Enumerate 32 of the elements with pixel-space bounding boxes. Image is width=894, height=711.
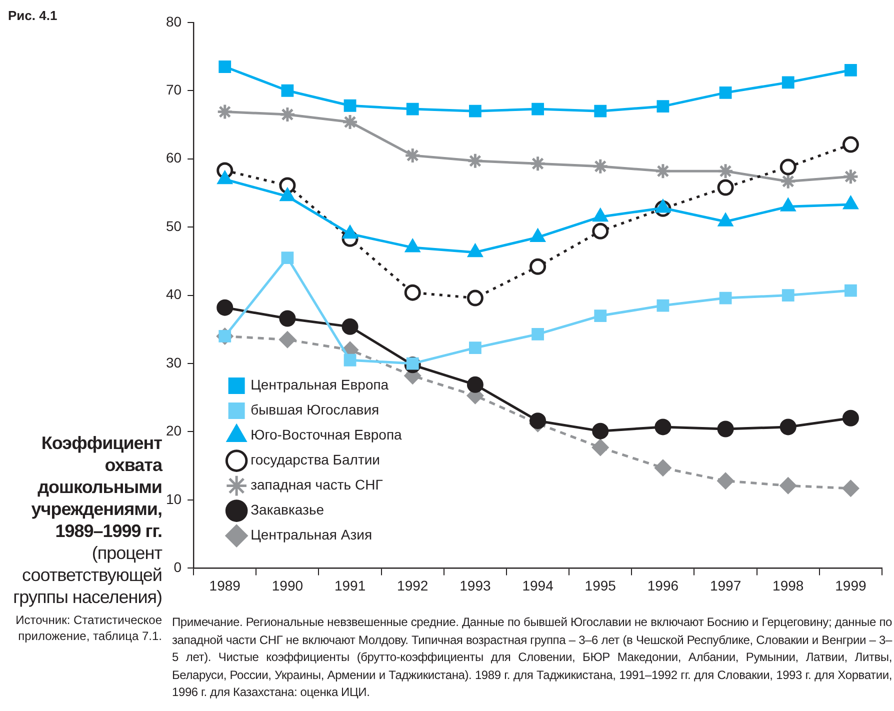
y-tick-label: 0 [174, 559, 182, 576]
legend-label: Закавказье [250, 502, 324, 518]
legend-label: Центральная Азия [250, 526, 372, 543]
y-tick-label: 70 [166, 81, 182, 98]
text: Примечание. Региональные невзвешенные средние. Данные по бывшей Югославии не включают Боснию и Герцеговину; данные по западной части СНГ не включают Молдову. Типичная возрастная группа – 3–6 лет (в Чешской Республике, Словакии и Венгрии – 3–5 лет). Чистые коэффициенты (брутто-коэффициенты для Словении, БЮР Македонии, Албании, Румынии, Латвии, Литвы, Беларуси, России, Украины, Армении и Таджикистана). 1989 г. для Таджикистана, 1991–1992 гг. для Словакии, 1993 г. для Хорватии, 1996 г. для Казахстана: оценка ИЦИ. [172, 614, 892, 701]
y-tick-label: 80 [166, 13, 182, 30]
y-tick-label: 60 [166, 150, 182, 166]
x-tick-label: 1990 [272, 577, 304, 594]
x-tick-label: 1992 [397, 577, 428, 594]
y-tick-label: 10 [166, 490, 182, 507]
text: (процент соответствующей группы населения) [12, 542, 162, 608]
y-tick-label: 20 [166, 422, 182, 439]
y-tick-label: 40 [166, 286, 182, 302]
legend-label: западная часть СНГ [250, 476, 384, 493]
legend-label: Юго-Восточная Европа [250, 426, 402, 443]
x-tick-label: 1991 [334, 577, 366, 594]
x-tick-label: 1999 [835, 577, 866, 594]
legend-label: бывшая Югославия [250, 402, 380, 418]
x-tick-label: 1997 [710, 577, 742, 594]
y-tick-label: 50 [166, 218, 182, 234]
x-tick-label: 1993 [460, 577, 491, 594]
x-tick-label: 1989 [209, 577, 241, 594]
text: Источник: Статистическое приложение, таблица 7.1. [14, 612, 162, 644]
text: Коэффициент охвата дошкольными учреждениями, 1989–1999 гг. [30, 432, 162, 542]
legend-label: Центральная Европа [250, 376, 389, 393]
y-tick-label: 30 [166, 354, 182, 370]
x-tick-label: 1995 [584, 577, 616, 594]
legend-label: государства Балтии [250, 452, 380, 468]
x-tick-label: 1998 [772, 577, 804, 594]
text: Рис. 4.1 [8, 8, 58, 23]
x-tick-label: 1996 [647, 577, 679, 594]
x-tick-label: 1994 [522, 577, 554, 594]
